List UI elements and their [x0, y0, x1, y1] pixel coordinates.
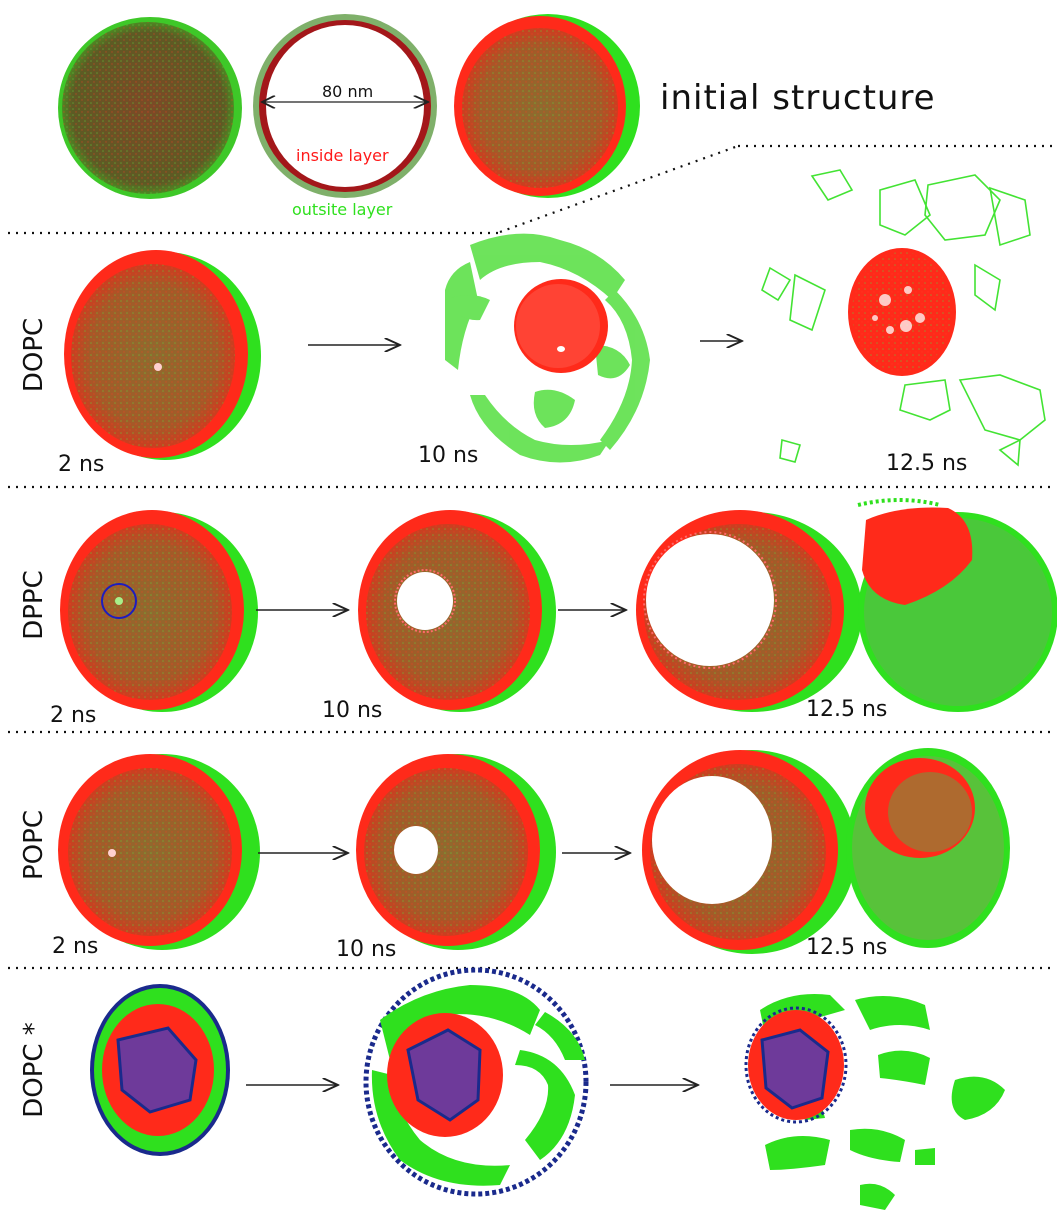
dppc-12-5ns-vesicle-a: [636, 510, 862, 712]
row-label-dppc: DPPC: [19, 570, 49, 640]
popc-time-12-5ns: 12.5 ns: [806, 935, 888, 960]
dopc-2ns-vesicle: [64, 250, 261, 460]
popc-12-5ns-vesicle-b: [846, 748, 1010, 948]
row-label-popc: POPC: [19, 810, 49, 880]
dopc-12-5ns-vesicle: [761, 169, 1046, 467]
dotted-separators: [8, 144, 1055, 970]
dopc-10ns-vesicle: [445, 233, 650, 463]
dppc-time-10ns: 10 ns: [322, 698, 383, 723]
initial-structure-title: initial structure: [660, 78, 936, 118]
diameter-label: 80 nm: [322, 82, 374, 101]
popc-2ns-vesicle: [58, 754, 260, 950]
dppc-time-2ns: 2 ns: [50, 703, 97, 728]
dopc-time-10ns: 10 ns: [418, 443, 479, 468]
row-label-dopc-star: DOPC *: [19, 1022, 49, 1118]
popc-time-2ns: 2 ns: [52, 934, 99, 959]
initial-vesicle-cross-section: [253, 14, 437, 198]
dopc-time-2ns: 2 ns: [58, 452, 105, 477]
dopc-time-12-5ns: 12.5 ns: [886, 451, 968, 476]
popc-10ns-vesicle: [356, 754, 556, 950]
dopc-star-stage-2: [363, 967, 589, 1197]
dopc-star-stage-3: [744, 994, 1005, 1210]
dopc-star-stage-1: [90, 984, 230, 1156]
inside-layer-label: inside layer: [296, 146, 389, 165]
row-label-dopc: DOPC: [19, 317, 49, 393]
dppc-2ns-vesicle: [60, 510, 258, 712]
dppc-time-12-5ns: 12.5 ns: [806, 697, 888, 722]
dppc-12-5ns-vesicle-b: [857, 498, 1057, 712]
dppc-10ns-vesicle: [358, 510, 556, 712]
popc-12-5ns-vesicle-a: [642, 750, 856, 954]
initial-vesicle-inner: [454, 14, 640, 198]
initial-vesicle-outer: [58, 17, 242, 199]
popc-time-10ns: 10 ns: [336, 937, 397, 962]
outside-layer-label: outsite layer: [292, 200, 393, 219]
